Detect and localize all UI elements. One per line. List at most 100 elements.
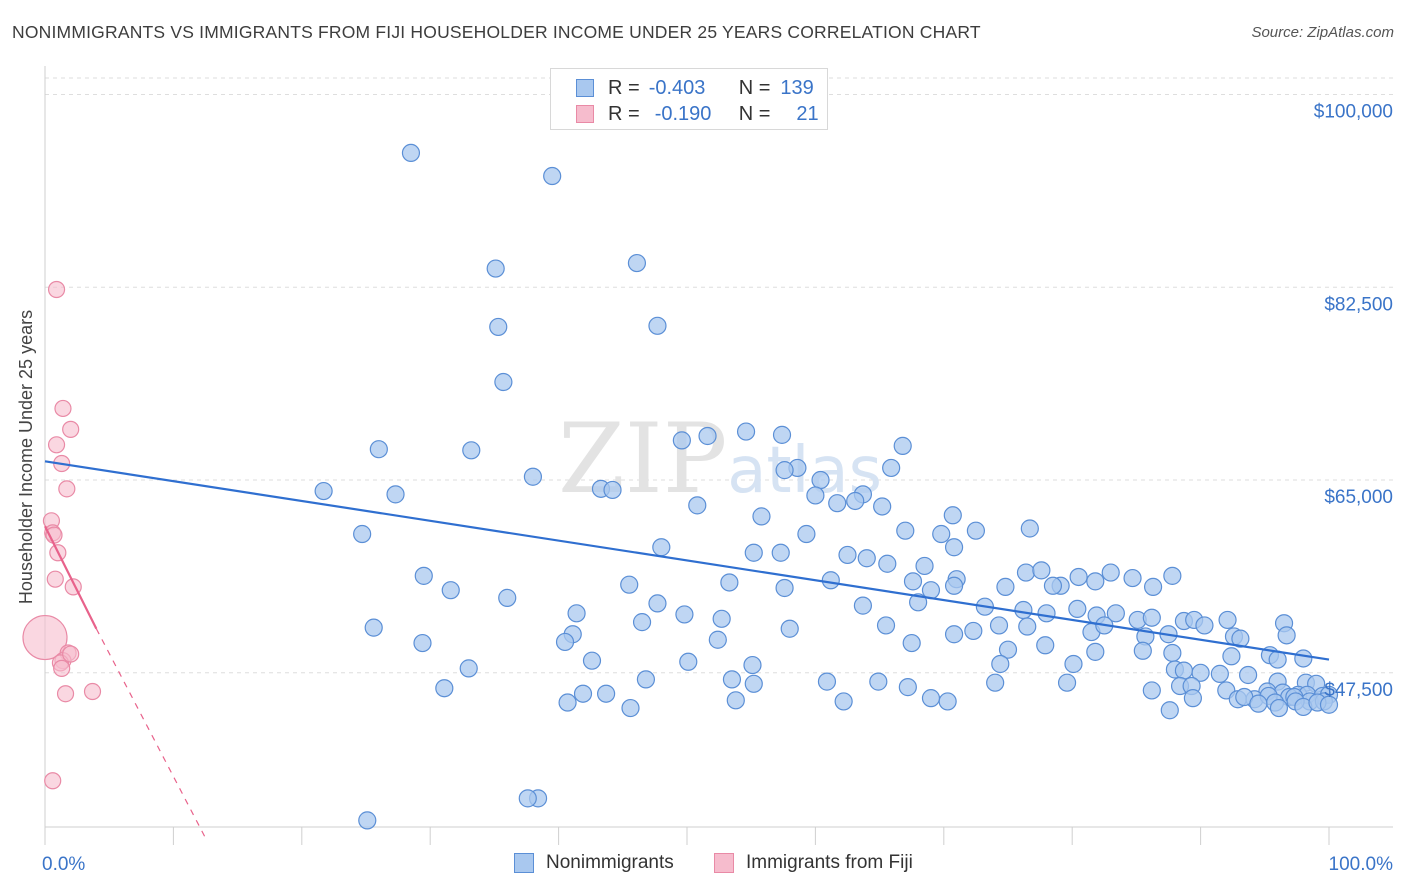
nonimmigrant-point <box>991 654 1010 674</box>
y-tick-label: $47,500 <box>1324 680 1393 701</box>
nonimmigrant-point <box>648 316 667 335</box>
legend-r-value: -0.403 <box>648 76 706 99</box>
nonimmigrant-point <box>1191 663 1210 682</box>
nonimmigrant-point <box>1319 695 1339 714</box>
nonimmigrant-point <box>1086 572 1105 591</box>
nonimmigrant-point <box>369 440 388 459</box>
nonimmigrant-point <box>811 470 830 490</box>
nonimmigrant-point <box>893 436 912 455</box>
nonimmigrant-point <box>944 576 964 595</box>
nonimmigrant-point <box>1143 577 1163 596</box>
nonimmigrant-point <box>435 679 454 698</box>
nonimmigrant-point <box>1068 599 1087 619</box>
nonimmigrant-point <box>1269 698 1289 718</box>
nonimmigrant-point <box>627 253 647 273</box>
nonimmigrant-point <box>915 556 934 576</box>
legend-n-label: N = <box>738 102 771 125</box>
nonimmigrant-point <box>414 566 433 585</box>
nonimmigrant-point <box>632 613 652 632</box>
nonimmigrant-point <box>401 143 421 162</box>
nonimmigrant-point <box>459 659 478 678</box>
nonimmigrant-point <box>543 166 562 186</box>
nonimmigrant-point <box>882 458 901 478</box>
fiji-point <box>56 685 75 703</box>
nonimmigrant-point <box>558 693 577 712</box>
nonimmigrant-point <box>775 578 794 598</box>
nonimmigrant-point <box>744 543 763 562</box>
nonimmigrant-point <box>1057 673 1077 692</box>
grid-lines <box>45 77 1393 674</box>
chart-title: NONIMMIGRANTS VS IMMIGRANTS FROM FIJI HO… <box>12 22 981 42</box>
nonimmigrant-point <box>797 524 816 544</box>
nonimmigrant-point <box>752 507 771 526</box>
nonimmigrant-point <box>620 575 639 594</box>
nonimmigrant-point <box>1142 608 1161 627</box>
nonimmigrant-point <box>567 604 586 623</box>
nonimmigrant-point <box>1016 563 1036 582</box>
nonimmigrant-point <box>1222 647 1241 666</box>
fiji-point <box>46 570 64 588</box>
nonimmigrant-point <box>944 538 964 557</box>
nonimmigrant-point <box>1183 689 1202 708</box>
fiji-point <box>54 399 72 418</box>
nonimmigrant-point <box>806 486 825 505</box>
watermark-zip: ZIP <box>558 403 727 515</box>
trend-lines <box>44 460 1330 839</box>
nonimmigrant-point <box>1018 617 1037 636</box>
nonimmigrant-point <box>1163 643 1182 663</box>
legend: R = -0.403 N = 139 R = -0.190 N = 21 <box>550 68 828 130</box>
nonimmigrants-trend-line <box>44 460 1330 661</box>
nonimmigrant-point <box>462 441 481 460</box>
nonimmigrant-point <box>921 689 941 708</box>
nonimmigrant-point <box>708 630 727 649</box>
nonimmigrant-point <box>636 670 656 689</box>
nonimmigrant-point <box>1069 567 1088 587</box>
fiji-points <box>22 280 102 790</box>
nonimmigrant-point <box>726 691 745 710</box>
nonimmigrant-point <box>1106 604 1125 623</box>
nonimmigrant-point <box>353 524 372 544</box>
nonimmigrant-point <box>869 672 888 691</box>
fiji-trend-line <box>44 525 98 630</box>
nonimmigrant-point <box>838 545 857 565</box>
nonimmigrant-point <box>672 431 691 450</box>
bottom-legend-swatch-blue <box>514 853 534 873</box>
nonimmigrant-point <box>698 426 717 446</box>
x-tick-label: 0.0% <box>42 854 85 875</box>
nonimmigrant-point <box>772 425 792 444</box>
nonimmigrant-point <box>902 633 921 653</box>
nonimmigrant-point <box>648 594 667 613</box>
nonimmigrant-point <box>903 572 923 591</box>
fiji-point <box>58 480 76 498</box>
nonimmigrant-point <box>1231 629 1250 648</box>
nonimmigrant-point <box>1210 664 1229 683</box>
nonimmigrant-point <box>873 497 892 516</box>
fiji-point <box>83 682 102 701</box>
nonimmigrant-point <box>582 651 602 670</box>
fiji-point <box>62 645 80 663</box>
nonimmigrant-point <box>1020 519 1039 538</box>
nonimmigrant-point <box>1036 636 1055 655</box>
nonimmigrant-point <box>817 672 837 691</box>
fiji-point <box>53 659 71 677</box>
nonimmigrant-point <box>986 673 1005 692</box>
y-tick-label: $65,000 <box>1324 487 1393 508</box>
nonimmigrant-point <box>1014 600 1033 620</box>
nonimmigrant-point <box>494 372 513 392</box>
nonimmigrant-point <box>771 543 790 562</box>
nonimmigrant-point <box>486 259 505 278</box>
nonimmigrant-point <box>1086 642 1105 661</box>
nonimmigrant-point <box>780 619 799 638</box>
bottom-legend-fiji: Immigrants from Fiji <box>714 852 913 874</box>
nonimmigrant-point <box>853 596 873 615</box>
fiji-point <box>47 280 66 299</box>
bottom-legend-label: Nonimmigrants <box>546 852 674 873</box>
bottom-legend-nonimmigrants: Nonimmigrants <box>514 852 674 874</box>
nonimmigrant-point <box>1218 610 1237 630</box>
y-axis-label: Householder Income Under 25 years <box>16 310 36 604</box>
nonimmigrant-point <box>898 678 917 697</box>
nonimmigrant-point <box>603 480 622 500</box>
nonimmigrant-point <box>722 670 742 689</box>
legend-n-value: 21 <box>796 102 819 125</box>
nonimmigrant-point <box>909 593 928 612</box>
